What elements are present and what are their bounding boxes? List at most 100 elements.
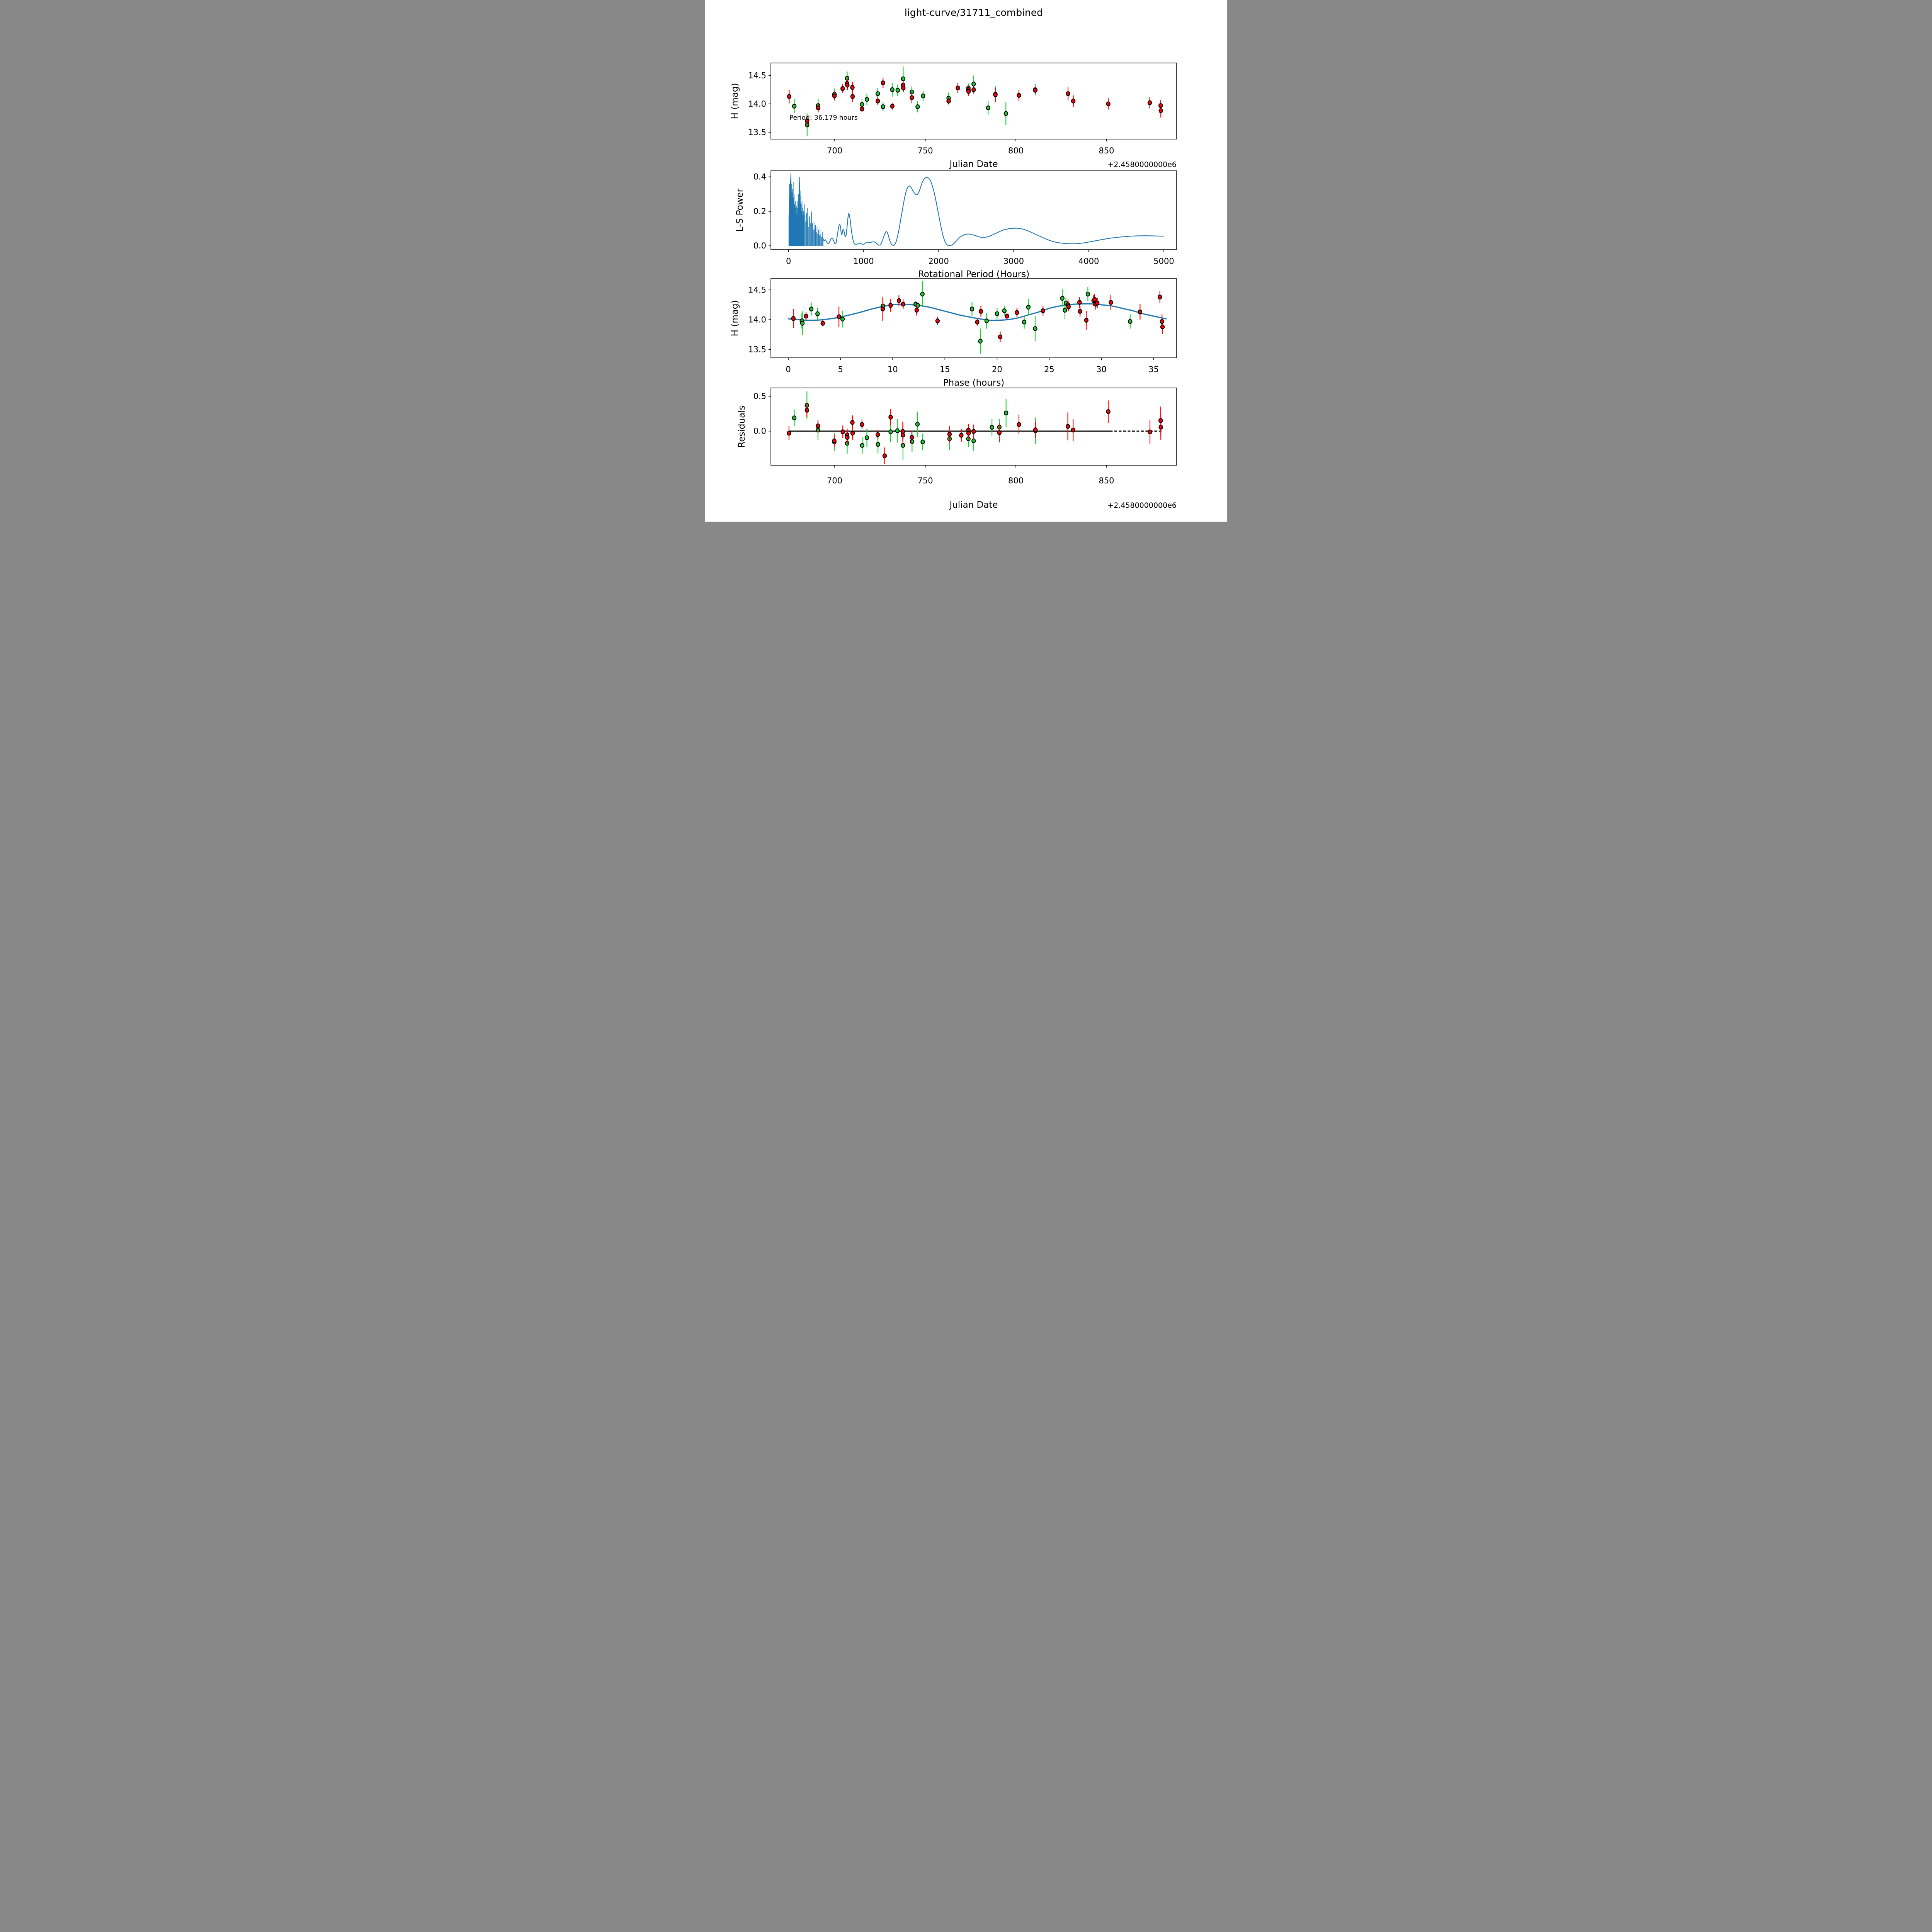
lightcurve-xlabel: Julian Date — [949, 159, 998, 169]
red-data-marker — [850, 94, 855, 99]
red-data-marker — [860, 422, 864, 427]
green-data-marker — [860, 443, 865, 448]
phase-ylabel: H (mag) — [730, 300, 740, 337]
green-data-marker — [986, 105, 990, 111]
green-data-marker — [971, 82, 976, 87]
red-data-marker — [901, 432, 905, 438]
residuals-xlabel: Julian Date — [949, 500, 998, 510]
red-data-marker — [1065, 424, 1070, 429]
red-data-marker — [935, 318, 940, 323]
red-data-marker — [1147, 100, 1152, 105]
red-data-marker — [956, 85, 960, 90]
green-data-marker — [876, 91, 880, 96]
red-data-marker — [804, 313, 808, 319]
green-data-marker — [860, 102, 864, 107]
periodogram-ylabel: L-S Power — [735, 188, 745, 232]
red-data-marker — [1015, 310, 1019, 315]
red-data-marker — [971, 429, 976, 434]
red-data-marker — [1005, 313, 1009, 319]
red-data-marker — [881, 80, 885, 85]
green-data-marker — [920, 439, 925, 444]
green-data-marker — [995, 311, 1000, 316]
red-data-marker — [971, 87, 976, 92]
periodogram-xtick-label: 0 — [786, 257, 791, 266]
green-data-marker — [895, 428, 900, 434]
red-data-marker — [978, 309, 983, 314]
red-data-marker — [888, 303, 893, 308]
green-data-marker — [864, 435, 869, 440]
lightcurve-plot: Period: 36.179 hours 700 750 800 850 13.5 14.0… — [730, 63, 1177, 169]
phase-xtick-label: 30 — [1096, 365, 1107, 374]
green-data-marker — [1003, 111, 1008, 116]
red-data-marker — [966, 430, 971, 436]
red-data-marker — [876, 432, 880, 437]
green-data-marker — [881, 104, 885, 109]
red-data-marker — [820, 321, 825, 326]
red-data-marker — [1158, 103, 1163, 108]
phase-green-series — [799, 281, 1133, 354]
periodogram-xtick-label: 1000 — [853, 257, 874, 266]
red-data-marker — [805, 118, 810, 124]
green-data-marker — [969, 306, 975, 311]
lightcurve-green-series — [792, 66, 1037, 136]
periodogram-curve — [823, 177, 1164, 246]
red-data-marker — [946, 99, 951, 104]
green-data-marker — [792, 104, 797, 109]
red-data-marker — [966, 89, 971, 94]
red-data-marker — [1078, 309, 1082, 314]
phase-frame: 0 5 10 15 20 25 30 35 13.5 14.0 14.5 Phase (hours) H… — [730, 278, 1177, 388]
green-data-marker — [921, 94, 925, 99]
phase-plot: 0 5 10 15 20 25 30 35 13.5 14.0 14.5 Phase (hours) H… — [730, 278, 1177, 388]
periodogram-xtick-label: 2000 — [928, 257, 949, 266]
green-data-marker — [864, 97, 869, 102]
phase-ytick-label: 14.0 — [748, 315, 766, 324]
lightcurve-xtick-label: 850 — [1099, 146, 1114, 155]
red-data-marker — [840, 86, 845, 91]
red-data-marker — [850, 420, 855, 425]
phase-xtick-label: 25 — [1044, 365, 1054, 374]
phase-ytick-label: 13.5 — [748, 345, 766, 354]
red-data-marker — [1033, 427, 1038, 432]
residuals-ylabel: Residuals — [737, 405, 747, 447]
green-data-marker — [1004, 410, 1009, 416]
green-data-marker — [978, 338, 983, 344]
red-data-marker — [1077, 300, 1082, 305]
phase-xtick-label: 35 — [1148, 365, 1159, 374]
figure-title: light-curve/31711_combined — [904, 7, 1043, 18]
red-data-marker — [1033, 88, 1037, 93]
red-data-marker — [832, 438, 837, 444]
red-data-marker — [837, 314, 841, 319]
green-data-marker — [915, 104, 920, 109]
red-data-marker — [1109, 300, 1113, 305]
red-data-marker — [890, 104, 895, 109]
green-data-marker — [1002, 308, 1007, 313]
red-data-marker — [850, 85, 855, 90]
red-data-marker — [998, 334, 1003, 340]
phase-xlabel: Phase (hours) — [943, 378, 1005, 388]
phase-xtick-label: 20 — [992, 365, 1002, 374]
green-data-marker — [1033, 326, 1037, 331]
green-data-marker — [890, 87, 895, 92]
periodogram-noise-spikes — [788, 173, 823, 246]
red-data-marker — [1160, 319, 1164, 324]
periodogram-xtick-label: 5000 — [1153, 257, 1174, 266]
residuals-plot: 700 750 800 850 0.0 0.5 Julian Date Residuals +2… — [737, 388, 1177, 510]
periodogram-ytick-label: 0.2 — [753, 207, 766, 216]
residuals-ytick-label: 0.0 — [753, 427, 766, 436]
green-data-marker — [840, 316, 845, 322]
red-data-marker — [959, 433, 964, 438]
red-data-marker — [910, 95, 914, 100]
green-data-marker — [792, 415, 797, 420]
light-curve-figure: light-curve/31711_combined Period: 36.17… — [705, 0, 1227, 522]
lightcurve-ylabel: H (mag) — [730, 83, 740, 119]
periodogram-frame: 0 1000 2000 3000 4000 5000 0.0 0.2 0.4 Rotational… — [735, 170, 1177, 279]
lightcurve-xtick-label: 800 — [1008, 146, 1024, 155]
red-data-marker — [791, 316, 796, 321]
red-data-marker — [1066, 91, 1070, 96]
red-data-marker — [804, 408, 809, 413]
red-data-marker — [845, 435, 850, 440]
red-data-marker — [997, 430, 1002, 435]
residuals-red-series — [787, 400, 1163, 464]
periodogram-ytick-label: 0.0 — [753, 241, 766, 250]
red-data-marker — [816, 423, 820, 429]
